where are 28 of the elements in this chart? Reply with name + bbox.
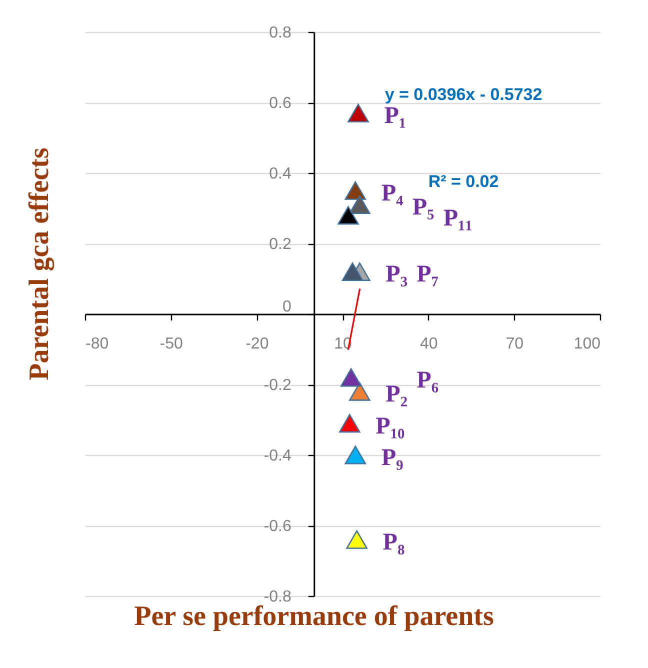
series-label: P₂	[386, 382, 408, 408]
y-tick-label: 0	[282, 298, 292, 316]
annotation: R² = 0.02	[428, 172, 499, 191]
x-tick-label: -20	[246, 336, 269, 352]
text: P₇	[416, 262, 439, 288]
series-label: P₁	[384, 103, 406, 130]
series-label: P₈	[382, 530, 405, 556]
y-tick-label: 0.6	[269, 95, 292, 112]
y-tick-label: 0.4	[269, 166, 292, 182]
x-tick-label: 70	[506, 336, 524, 352]
annotation: y = 0.0396x - 0.5732	[384, 85, 542, 104]
x-tick-label: 100	[574, 336, 601, 352]
y-tick-label: 0.2	[269, 236, 292, 253]
series-label: P₅	[412, 194, 434, 221]
x-tick-label: 40	[420, 336, 438, 352]
text: P₁₁	[443, 205, 472, 232]
x-tick-label: -80	[86, 336, 109, 352]
text: P₆	[416, 367, 439, 394]
y-tick-label: -0.4	[264, 448, 292, 464]
x-tick-label: -50	[160, 336, 183, 352]
series-label: P₉	[381, 445, 404, 471]
series-label: P₄	[381, 180, 404, 207]
y-axis-title: Parental gca effects	[24, 148, 55, 380]
y-tick-label: -0.2	[264, 377, 292, 394]
y-tick-label: 0.8	[269, 24, 292, 42]
y-tick-label: -0.6	[264, 518, 292, 535]
series-label: P₁₀	[376, 413, 405, 440]
series-label: P₃	[386, 262, 408, 288]
